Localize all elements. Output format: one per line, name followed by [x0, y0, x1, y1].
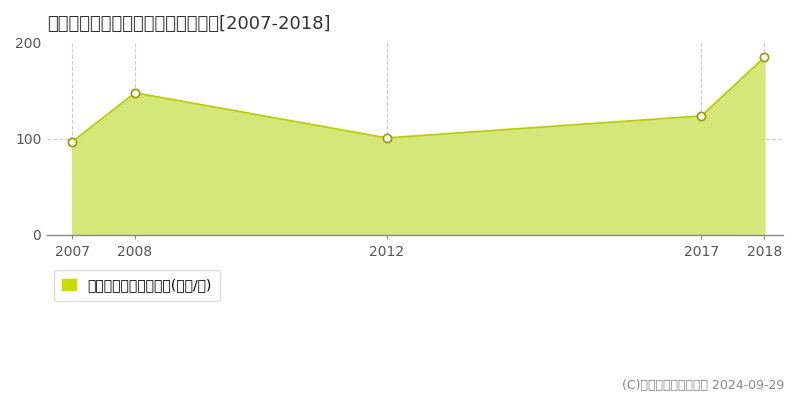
Point: [66, 138, 78, 145]
Point: [380, 135, 393, 141]
Point: [758, 54, 770, 60]
Text: (C)土地価格ドットコム 2024-09-29: (C)土地価格ドットコム 2024-09-29: [622, 379, 784, 392]
Point: [129, 90, 142, 96]
Legend: 住宅価格　平均嵪単価(万円/嵪): 住宅価格 平均嵪単価(万円/嵪): [54, 270, 220, 301]
Point: [695, 113, 708, 119]
Text: 静岡市葵区東草深町　住宅価格推移[2007-2018]: 静岡市葵区東草深町 住宅価格推移[2007-2018]: [47, 15, 330, 33]
